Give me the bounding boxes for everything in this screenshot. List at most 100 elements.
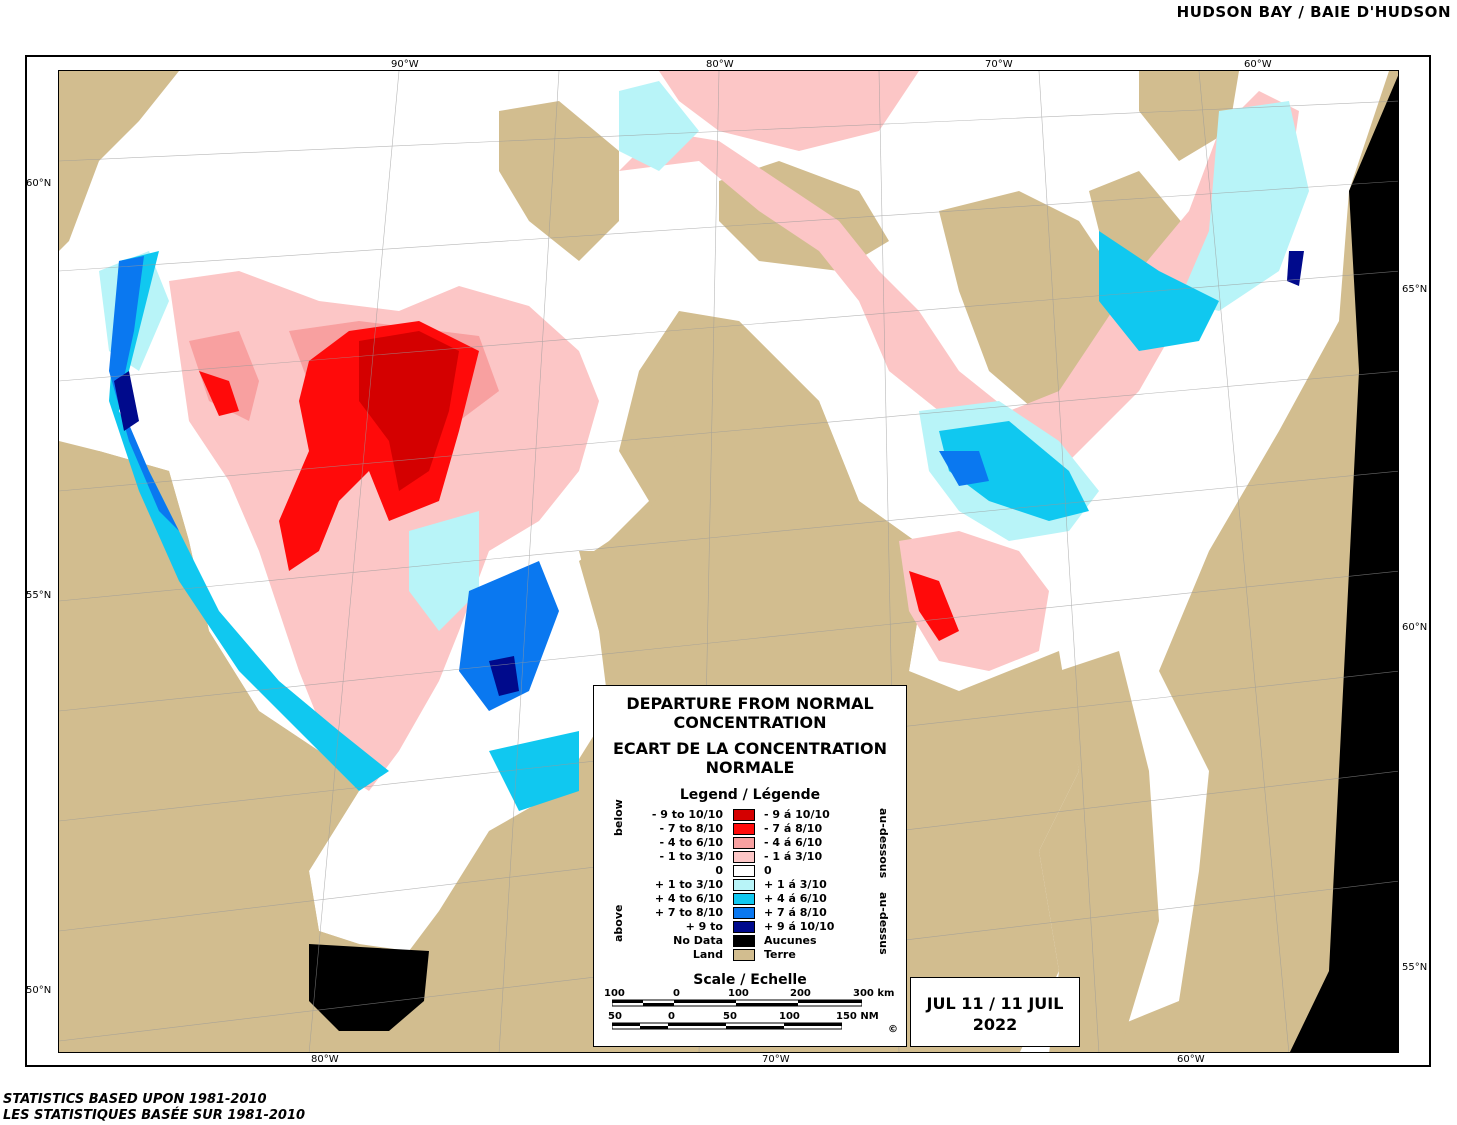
- legend-item-label-fr: 0: [764, 864, 772, 877]
- legend-item: + 9 to + 9 á 10/10: [594, 920, 906, 934]
- legend-swatch: [733, 851, 755, 863]
- legend-item-label-fr: - 4 á 6/10: [764, 836, 823, 849]
- top-lon-label: 70°W: [985, 59, 1013, 70]
- scale-nm-label: 150 NM: [836, 1011, 879, 1022]
- map-canvas: [59, 71, 1398, 1052]
- no-data-area: [1289, 75, 1398, 1052]
- legend-item: - 4 to 6/10 - 4 á 6/10: [594, 836, 906, 850]
- ice-departure-minus-1-3: [619, 91, 1299, 511]
- ice-departure-plus-7-8: [459, 561, 559, 711]
- region-title: HUDSON BAY / BAIE D'HUDSON: [1176, 3, 1451, 21]
- legend-item-label-en: - 1 to 3/10: [659, 850, 723, 863]
- top-lon-label: 60°W: [1244, 59, 1272, 70]
- no-data-area: [309, 944, 429, 1031]
- legend-item-label-en: + 9 to: [685, 920, 723, 933]
- bottom-lon-label: 60°W: [1177, 1054, 1205, 1065]
- legend-heading: Legend / Légende: [679, 787, 821, 803]
- scale-bar-km: [612, 999, 862, 1007]
- legend-title-en: DEPARTURE FROM NORMAL: [626, 694, 874, 713]
- legend-item-label-fr: Aucunes: [764, 934, 817, 947]
- legend-item: Land Terre: [594, 948, 906, 962]
- ice-departure-plus-1-3: [409, 511, 479, 631]
- ice-departure-minus-4-6: [189, 331, 259, 421]
- land-mass: [59, 451, 359, 1052]
- land-mass: [59, 71, 179, 251]
- legend-item-label-fr: + 1 á 3/10: [764, 878, 827, 891]
- scale-title: Scale / Echelle: [693, 972, 807, 988]
- legend-label-below: below: [612, 799, 625, 836]
- legend-swatch: [733, 865, 755, 877]
- bottom-lon-label: 80°W: [311, 1054, 339, 1065]
- right-lat-label: 55°N: [1402, 962, 1428, 973]
- land-mass: [499, 101, 619, 261]
- legend-item-label-fr: + 9 á 10/10: [764, 920, 835, 933]
- legend-item-label-fr: - 9 á 10/10: [764, 808, 830, 821]
- legend-panel: DEPARTURE FROM NORMAL CONCENTRATION ECAR…: [593, 685, 907, 1047]
- legend-item: - 7 to 8/10 - 7 á 8/10: [594, 822, 906, 836]
- legend-item-label-en: - 4 to 6/10: [659, 836, 723, 849]
- legend-label-au-dessous: au-dessous: [877, 808, 890, 879]
- legend-title-fr: ECART DE LA CONCENTRATION: [612, 739, 888, 758]
- left-lat-label: 60°N: [26, 178, 52, 189]
- ice-departure-minus-9-10: [359, 331, 459, 491]
- legend-swatch: [733, 879, 755, 891]
- legend-item-label-en: 0: [715, 864, 723, 877]
- legend-item-label-en: + 4 to 6/10: [654, 892, 723, 905]
- legend-item-label-en: No Data: [673, 934, 723, 947]
- scale-nm-label: 0: [668, 1011, 675, 1022]
- ice-departure-plus-7-8: [109, 256, 179, 531]
- left-lat-label: 55°N: [26, 590, 52, 601]
- land-mass: [1139, 71, 1239, 161]
- ice-departure-minus-1-3: [169, 271, 599, 791]
- legend-swatch: [733, 823, 755, 835]
- legend-title-fr-2: NORMALE: [705, 758, 795, 777]
- scale-nm-label: 50: [608, 1011, 622, 1022]
- legend-item-label-fr: - 7 á 8/10: [764, 822, 823, 835]
- legend-item-label-fr: Terre: [764, 948, 796, 961]
- scale-km-label: 300 km: [853, 988, 895, 999]
- date-label: JUL 11 / 11 JUIL: [926, 994, 1064, 1013]
- legend-swatch: [733, 837, 755, 849]
- legend-item-label-en: + 7 to 8/10: [654, 906, 723, 919]
- scale-km-label: 0: [673, 988, 680, 999]
- legend-item-label-fr: + 4 á 6/10: [764, 892, 827, 905]
- legend-swatch: [733, 935, 755, 947]
- scale-km-label: 100: [604, 988, 625, 999]
- legend-label-above: above: [612, 904, 625, 943]
- scale-bar-nm: [612, 1022, 842, 1030]
- ice-departure-plus-9-10: [1287, 251, 1304, 286]
- legend-item-label-en: - 7 to 8/10: [659, 822, 723, 835]
- legend-item-label-fr: + 7 á 8/10: [764, 906, 827, 919]
- scale-nm-label: 100: [779, 1011, 800, 1022]
- right-lat-label: 65°N: [1402, 284, 1428, 295]
- legend-item: - 1 to 3/10 - 1 á 3/10: [594, 850, 906, 864]
- legend-title-en-2: CONCENTRATION: [673, 713, 827, 732]
- ice-departure-plus-4-6: [489, 731, 579, 811]
- ice-departure-map: [58, 70, 1399, 1053]
- legend-label-au-dessus: au-dessus: [877, 892, 890, 955]
- ice-departure-plus-4-6: [939, 421, 1089, 521]
- right-lat-label: 60°N: [1402, 622, 1428, 633]
- legend-item: + 1 to 3/10 + 1 á 3/10: [594, 878, 906, 892]
- legend-swatch: [733, 809, 755, 821]
- legend-item: No Data Aucunes: [594, 934, 906, 948]
- legend-swatch: [733, 907, 755, 919]
- ice-departure-plus-9-10: [489, 656, 519, 696]
- scale-km-label: 200: [790, 988, 811, 999]
- land-mass: [1039, 651, 1159, 1052]
- footnote-en: STATISTICS BASED UPON 1981-2010: [3, 1092, 267, 1107]
- legend-item: + 7 to 8/10 + 7 á 8/10: [594, 906, 906, 920]
- bottom-lon-label: 70°W: [762, 1054, 790, 1065]
- left-lat-label: 50°N: [26, 985, 52, 996]
- legend-item: + 4 to 6/10 + 4 á 6/10: [594, 892, 906, 906]
- ice-departure-plus-1-3: [619, 81, 699, 171]
- date-year: 2022: [972, 1015, 1018, 1034]
- top-lon-label: 80°W: [706, 59, 734, 70]
- scale-nm-label: 50: [723, 1011, 737, 1022]
- footnote-fr: LES STATISTIQUES BASÉE SUR 1981-2010: [3, 1108, 306, 1123]
- land-mass: [579, 321, 929, 791]
- ice-departure-minus-7-8: [909, 571, 959, 641]
- ice-departure-plus-9-10: [114, 371, 139, 431]
- legend-item: - 9 to 10/10 - 9 á 10/10: [594, 808, 906, 822]
